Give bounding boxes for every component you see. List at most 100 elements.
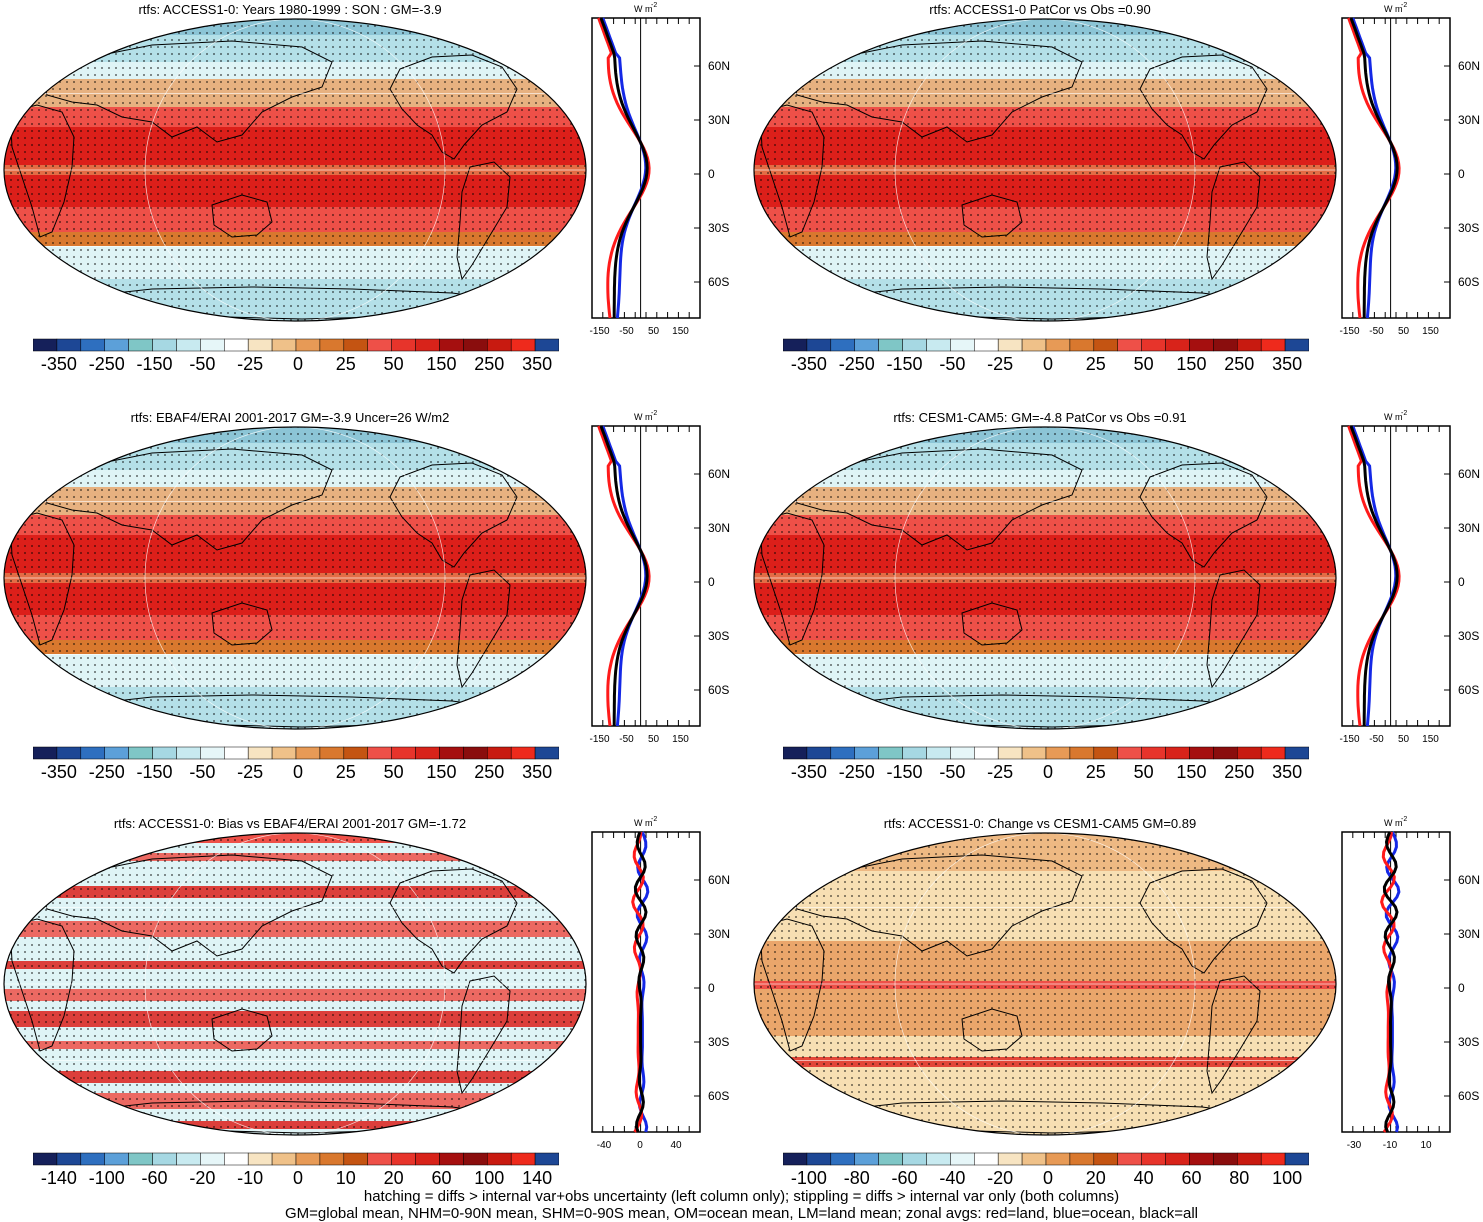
colorbar-tick-label: -50: [189, 762, 215, 782]
zonal-x-tick-label: -150: [589, 326, 609, 337]
colorbar-swatch: [56, 338, 82, 352]
zonal-latitude-label: 30N: [708, 521, 730, 535]
zonal-mean-container: W m -2 60N 30N 0 30S 60S -150 -50 50 150: [1332, 0, 1482, 360]
colorbar-tick-label: -150: [887, 354, 923, 374]
colorbar-swatch: [974, 1152, 999, 1166]
zonal-latitude-label: 30S: [1458, 221, 1479, 235]
colorbar-swatch: [1093, 338, 1118, 352]
colorbar-swatch: [878, 338, 903, 352]
zonal-unit-label: W m: [1384, 412, 1403, 422]
zonal-x-tick-label: -50: [619, 734, 634, 745]
zonal-land-curve: [597, 17, 651, 319]
zonal-mean-plot: W m-2 60N 30N 0 30S 60S -30 -10 10: [1341, 816, 1480, 1151]
colorbar-swatch: [1165, 1152, 1190, 1166]
panel-title: rtfs: CESM1-CAM5: GM=-4.8 PatCor vs Obs …: [893, 410, 1187, 425]
colorbar-tick-label: -10: [237, 1168, 263, 1188]
robinson-map: [752, 425, 1338, 731]
colorbar-swatch: [1165, 746, 1190, 760]
colorbar-swatch: [1141, 1152, 1166, 1166]
zonal-latitude-label: 30N: [1458, 521, 1480, 535]
colorbar-swatch: [32, 1152, 58, 1166]
zonal-mean-plot: W m-2 60N 30N 0 30S 60S -150 -50 50 150: [589, 410, 730, 745]
colorbar-swatch: [463, 746, 488, 760]
colorbar-tick-label: 25: [336, 762, 356, 782]
zonal-latitude-label: 60N: [1458, 873, 1480, 887]
colorbar-swatch: [391, 338, 416, 352]
panel-title: rtfs: ACCESS1-0: Years 1980-1999 : SON :…: [138, 2, 442, 17]
map-svg: [3, 832, 587, 1136]
colorbar-swatch: [1045, 1152, 1071, 1166]
map-svg: [753, 18, 1337, 322]
zonal-mean-plot: W m-2 60N 30N 0 30S 60S -150 -50 50 150: [1339, 410, 1480, 745]
colorbar-swatch: [1284, 1152, 1310, 1166]
colorbar-tick-label: 25: [336, 354, 356, 374]
robinson-map: [2, 425, 588, 731]
colorbar-swatch: [997, 1152, 1023, 1166]
zonal-mean-plot: W m-2 60N 30N 0 30S 60S -150 -50 50 150: [589, 2, 730, 337]
colorbar-swatch: [1237, 338, 1262, 352]
zonal-x-tick-label: 50: [648, 326, 660, 337]
colorbar-tick-label: 100: [1272, 1168, 1302, 1188]
colorbar-tick-label: 60: [431, 1168, 451, 1188]
colorbar-swatch: [271, 746, 297, 760]
colorbar-swatch: [343, 746, 368, 760]
zonal-latitude-label: 60N: [708, 59, 730, 73]
colorbar-swatch: [367, 338, 392, 352]
colorbar-swatch: [128, 338, 153, 352]
colorbar-swatch: [902, 1152, 927, 1166]
map-panel: rtfs: ACCESS1-0 PatCor vs Obs =0.90 -350-…: [750, 0, 1483, 405]
colorbar-swatch: [343, 338, 368, 352]
colorbar-tick-label: 150: [1176, 354, 1206, 374]
colorbar-tick-label: 25: [1086, 354, 1106, 374]
colorbar-tick-label: -25: [987, 354, 1013, 374]
colorbar-tick-label: -60: [892, 1168, 918, 1188]
colorbar-swatch: [1237, 1152, 1262, 1166]
colorbar-container: -100 -80 -60 -40 -20 0 20 40 60 80 100: [782, 1136, 1310, 1194]
zonal-x-tick-label: -40: [597, 1140, 612, 1151]
colorbar-swatch: [80, 746, 105, 760]
colorbar-tick-label: 25: [1086, 762, 1106, 782]
colorbar-swatch: [271, 1152, 297, 1166]
colorbar-swatch: [534, 746, 560, 760]
colorbar-swatch: [878, 746, 903, 760]
colorbar-swatch: [463, 1152, 488, 1166]
zonal-x-tick-label: -150: [1339, 326, 1359, 337]
colorbar-swatch: [415, 746, 440, 760]
colorbar-swatch: [56, 1152, 82, 1166]
map-svg: [753, 426, 1337, 730]
zonal-x-tick-label: 40: [670, 1140, 682, 1151]
colorbar-tick-label: 140: [522, 1168, 552, 1188]
map-panel: rtfs: EBAF4/ERAI 2001-2017 GM=-3.9 Uncer…: [0, 408, 741, 813]
zonal-latitude-label: 0: [1458, 167, 1465, 181]
colorbar-swatch: [806, 1152, 832, 1166]
zonal-x-tick-label: -150: [1339, 734, 1359, 745]
colorbar-swatch: [439, 1152, 464, 1166]
colorbar-tick-label: -250: [839, 354, 875, 374]
panel-title: rtfs: ACCESS1-0 PatCor vs Obs =0.90: [929, 2, 1151, 17]
colorbar-swatch: [1069, 746, 1095, 760]
colorbar-tick-label: -40: [939, 1168, 965, 1188]
colorbar-swatch: [391, 1152, 416, 1166]
colorbar-swatch: [854, 1152, 879, 1166]
colorbar-swatch: [319, 746, 345, 760]
zonal-mean-container: W m -2 60N 30N 0 30S 60S -150 -50 50 150: [582, 0, 732, 360]
colorbar-swatch: [247, 746, 273, 760]
colorbar: -350 -250 -150 -50 -25 0 25 50 150 250 350: [782, 338, 1310, 374]
zonal-all-curve: [599, 425, 649, 726]
zonal-unit-superscript: -2: [1401, 816, 1407, 823]
colorbar-swatch: [1165, 338, 1190, 352]
zonal-x-tick-label: 50: [648, 734, 660, 745]
zonal-land-curve: [1347, 17, 1401, 319]
zonal-unit-label: W m: [634, 818, 653, 828]
colorbar-swatch: [830, 338, 855, 352]
colorbar-swatch: [224, 1152, 249, 1166]
colorbar-tick-label: -80: [844, 1168, 870, 1188]
colorbar-tick-label: -25: [237, 762, 263, 782]
zonal-x-tick-label: 0: [637, 1140, 643, 1151]
zonal-mean-plot: W m-2 60N 30N 0 30S 60S -150 -50 50 150: [1339, 2, 1480, 337]
zonal-latitude-label: 60N: [1458, 59, 1480, 73]
colorbar-tick-label: -20: [189, 1168, 215, 1188]
colorbar-tick-label: 250: [474, 354, 504, 374]
zonal-latitude-label: 0: [1458, 981, 1465, 995]
colorbar-swatch: [319, 1152, 345, 1166]
